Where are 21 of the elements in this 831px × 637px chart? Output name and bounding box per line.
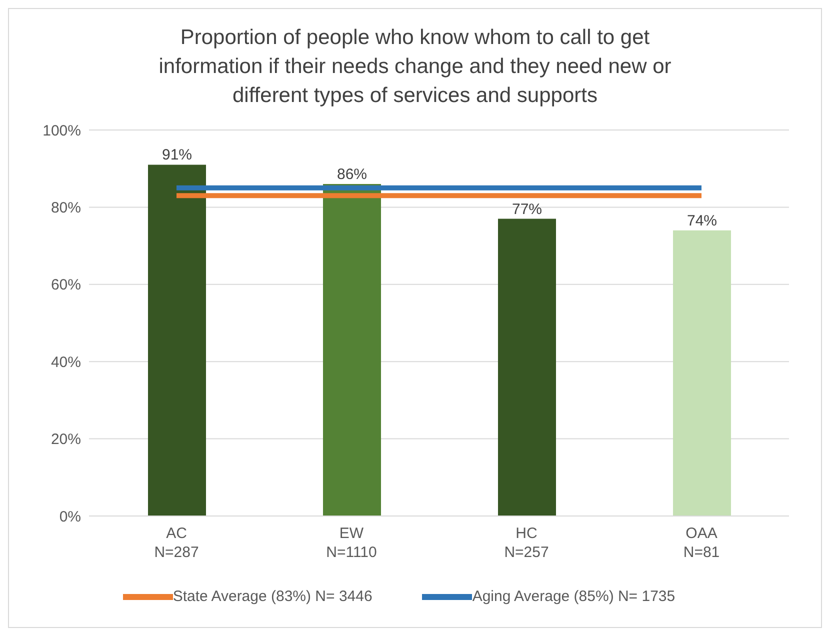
y-tick-label: 80% [50, 200, 81, 217]
data-label: 77% [512, 200, 542, 218]
x-tick-label: HC N=257 [504, 525, 549, 561]
x-tick-label: OAA N=81 [683, 525, 720, 561]
y-tick-label: 100% [42, 122, 81, 140]
data-label: 74% [686, 212, 718, 230]
bar [148, 164, 206, 516]
y-tick-label: 40% [50, 354, 81, 371]
x-tick-label: AC N=287 [154, 525, 199, 561]
y-tick-label: 0% [59, 508, 81, 526]
x-tick-label: EW N=1110 [326, 525, 377, 561]
data-label: 91% [162, 146, 192, 164]
bar [498, 218, 556, 516]
chart-title: Proportion of people who know whom to call to get information if their needs change and they need new or different types of services and supports [158, 25, 672, 109]
y-tick-label: 20% [50, 431, 81, 448]
data-label: 86% [336, 166, 368, 184]
y-tick-label: 60% [50, 276, 81, 294]
legend-label: State Average (83%) N= 3446 [172, 588, 372, 605]
bar [323, 184, 381, 516]
bar [673, 230, 731, 516]
legend-label: Aging Average (85%) N= 1735 [472, 588, 676, 605]
